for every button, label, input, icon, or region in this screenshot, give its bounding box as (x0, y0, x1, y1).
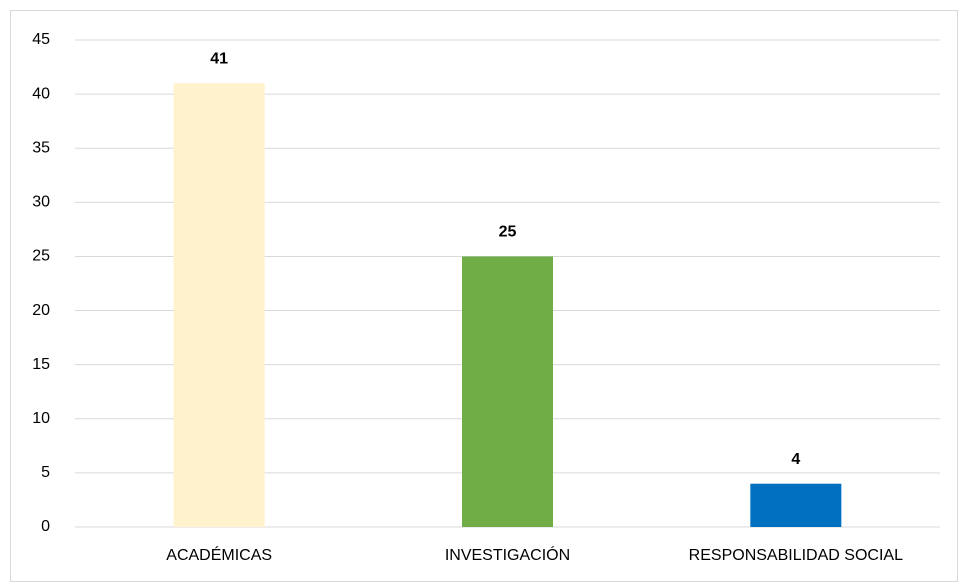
y-tick-label: 25 (32, 248, 50, 265)
y-tick-label: 35 (32, 139, 50, 156)
y-tick-label: 15 (32, 356, 50, 373)
y-tick-label: 30 (32, 194, 50, 211)
y-tick-label: 20 (32, 302, 50, 319)
bar (750, 483, 842, 527)
x-tick-label: RESPONSABILIDAD SOCIAL (689, 547, 903, 564)
data-label: 4 (791, 451, 800, 468)
y-tick-label: 0 (41, 518, 50, 535)
x-tick-label: ACADÉMICAS (166, 545, 272, 564)
data-label: 41 (210, 51, 228, 68)
y-tick-label: 10 (32, 410, 50, 427)
x-tick-label: INVESTIGACIÓN (445, 545, 570, 564)
y-tick-label: 5 (41, 464, 50, 481)
y-tick-label: 40 (32, 85, 50, 102)
data-label: 25 (499, 224, 517, 241)
bar (462, 256, 553, 527)
bar (173, 83, 265, 528)
y-tick-label: 45 (32, 31, 50, 48)
